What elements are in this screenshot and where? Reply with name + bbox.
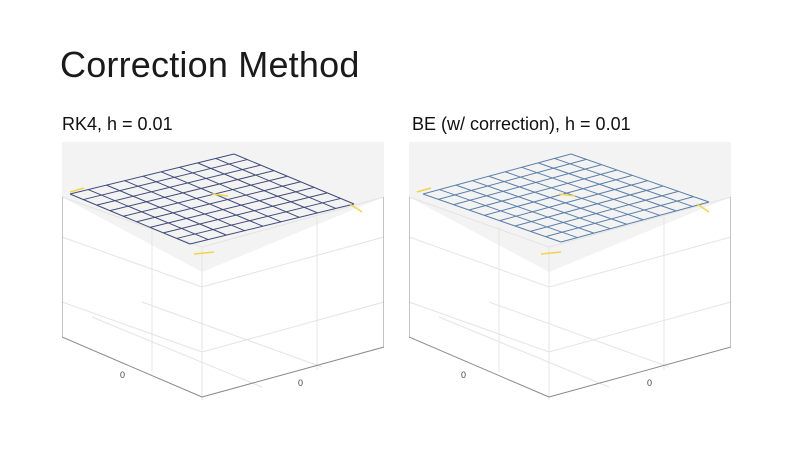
mesh-line (88, 189, 209, 241)
mesh-line (484, 174, 633, 216)
left-3d-plot[interactable]: 0 0 (62, 142, 384, 400)
mesh-line (163, 192, 328, 234)
mesh-line (176, 197, 341, 239)
mesh-line (560, 201, 710, 243)
axis-back-wall (62, 142, 384, 272)
mesh-line (453, 164, 602, 206)
mesh-highlights (69, 187, 363, 255)
mesh-line (136, 181, 301, 223)
axis-gridlines (409, 196, 731, 400)
mesh-line (530, 190, 679, 232)
mesh-line (233, 153, 355, 205)
axis-back-wall (409, 142, 731, 272)
mesh-line (106, 184, 227, 236)
mesh-line (179, 166, 300, 218)
mesh-line (149, 186, 315, 228)
right-plot-title: BE (w/ correction), h = 0.01 (412, 114, 631, 134)
y-tick-label: 0 (298, 378, 303, 388)
mesh-highlights (416, 187, 710, 255)
mesh-line (124, 180, 245, 232)
mesh-line (96, 164, 261, 206)
mesh-line (83, 159, 248, 201)
slide-title: Correction Method (60, 44, 360, 85)
x-tick-label: 0 (120, 370, 125, 380)
mesh-line (468, 169, 618, 211)
mesh-line (570, 153, 710, 203)
axis-gridlines (62, 196, 384, 400)
mesh-line (422, 193, 562, 243)
mesh-line (514, 185, 664, 227)
mesh-line (123, 175, 288, 217)
mesh-line (160, 171, 282, 223)
mesh-line (69, 193, 191, 245)
mesh-line (439, 189, 578, 239)
mesh-line (472, 180, 611, 230)
mesh-line (554, 157, 693, 207)
mesh-line (189, 203, 355, 245)
mesh-line (537, 162, 677, 212)
left-plot-title: RK4, h = 0.01 (62, 114, 173, 134)
surface-mesh (69, 153, 355, 245)
mesh-line (521, 166, 660, 216)
mesh-line (488, 175, 627, 225)
mesh-line (438, 158, 587, 200)
axis-lines (62, 197, 384, 398)
mesh-line (142, 175, 264, 227)
left-plot-canvas: 0 0 (62, 142, 384, 400)
mesh-line (499, 180, 648, 222)
mesh-line (545, 196, 694, 238)
x-tick-label: 0 (461, 370, 466, 380)
mesh-line (109, 170, 275, 212)
mesh-line (215, 157, 336, 209)
mesh-line (455, 184, 595, 234)
y-tick-label: 0 (647, 378, 652, 388)
right-3d-plot[interactable]: 0 0 (409, 142, 731, 400)
right-plot-canvas: 0 0 (409, 142, 731, 400)
axis-lines (409, 197, 731, 398)
mesh-line (197, 162, 318, 214)
mesh-line (422, 153, 572, 195)
mesh-line (69, 153, 235, 195)
